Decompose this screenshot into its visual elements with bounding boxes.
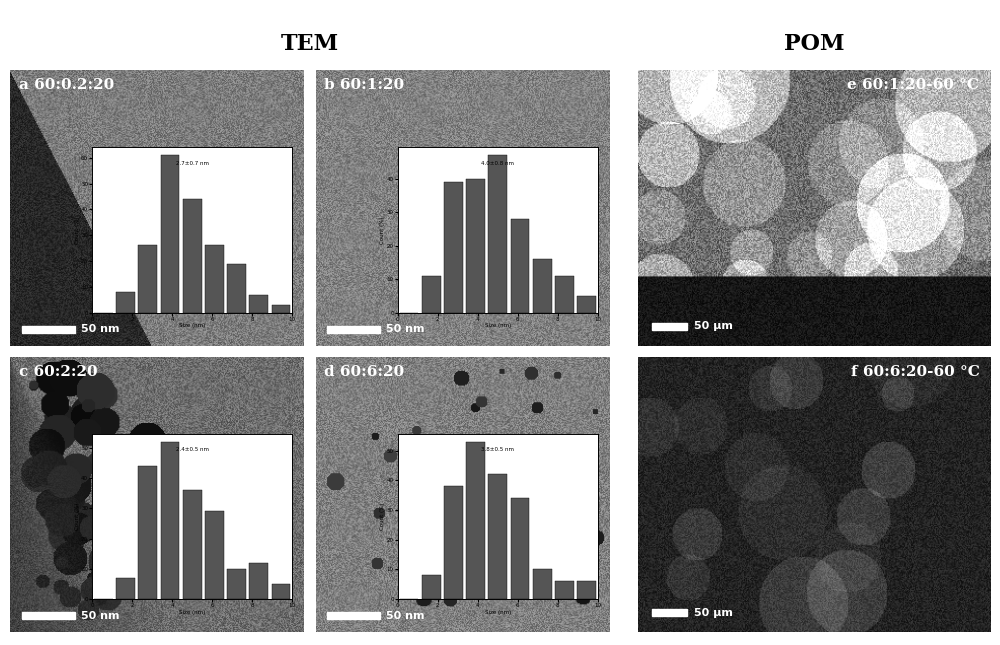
Text: POM: POM xyxy=(784,34,844,55)
Text: b 60:1:20: b 60:1:20 xyxy=(324,79,405,92)
Text: e 60:1:20-60 °C: e 60:1:20-60 °C xyxy=(847,79,979,92)
Text: f 60:6:20-60 °C: f 60:6:20-60 °C xyxy=(851,365,979,379)
Text: 50 nm: 50 nm xyxy=(81,324,119,334)
Text: 50 nm: 50 nm xyxy=(386,324,425,334)
Bar xyxy=(22,612,75,619)
Bar xyxy=(22,326,75,333)
Text: 50 μm: 50 μm xyxy=(694,608,733,618)
Text: d 60:6:20: d 60:6:20 xyxy=(324,365,405,379)
Text: 50 μm: 50 μm xyxy=(694,321,733,332)
Bar xyxy=(327,612,380,619)
Text: c 60:2:20: c 60:2:20 xyxy=(19,365,97,379)
Bar xyxy=(327,326,380,333)
Text: 50 nm: 50 nm xyxy=(81,611,119,620)
Text: a 60:0.2:20: a 60:0.2:20 xyxy=(19,79,114,92)
Bar xyxy=(652,323,687,330)
Bar xyxy=(652,610,687,616)
Text: TEM: TEM xyxy=(281,34,339,55)
Text: 50 nm: 50 nm xyxy=(386,611,425,620)
